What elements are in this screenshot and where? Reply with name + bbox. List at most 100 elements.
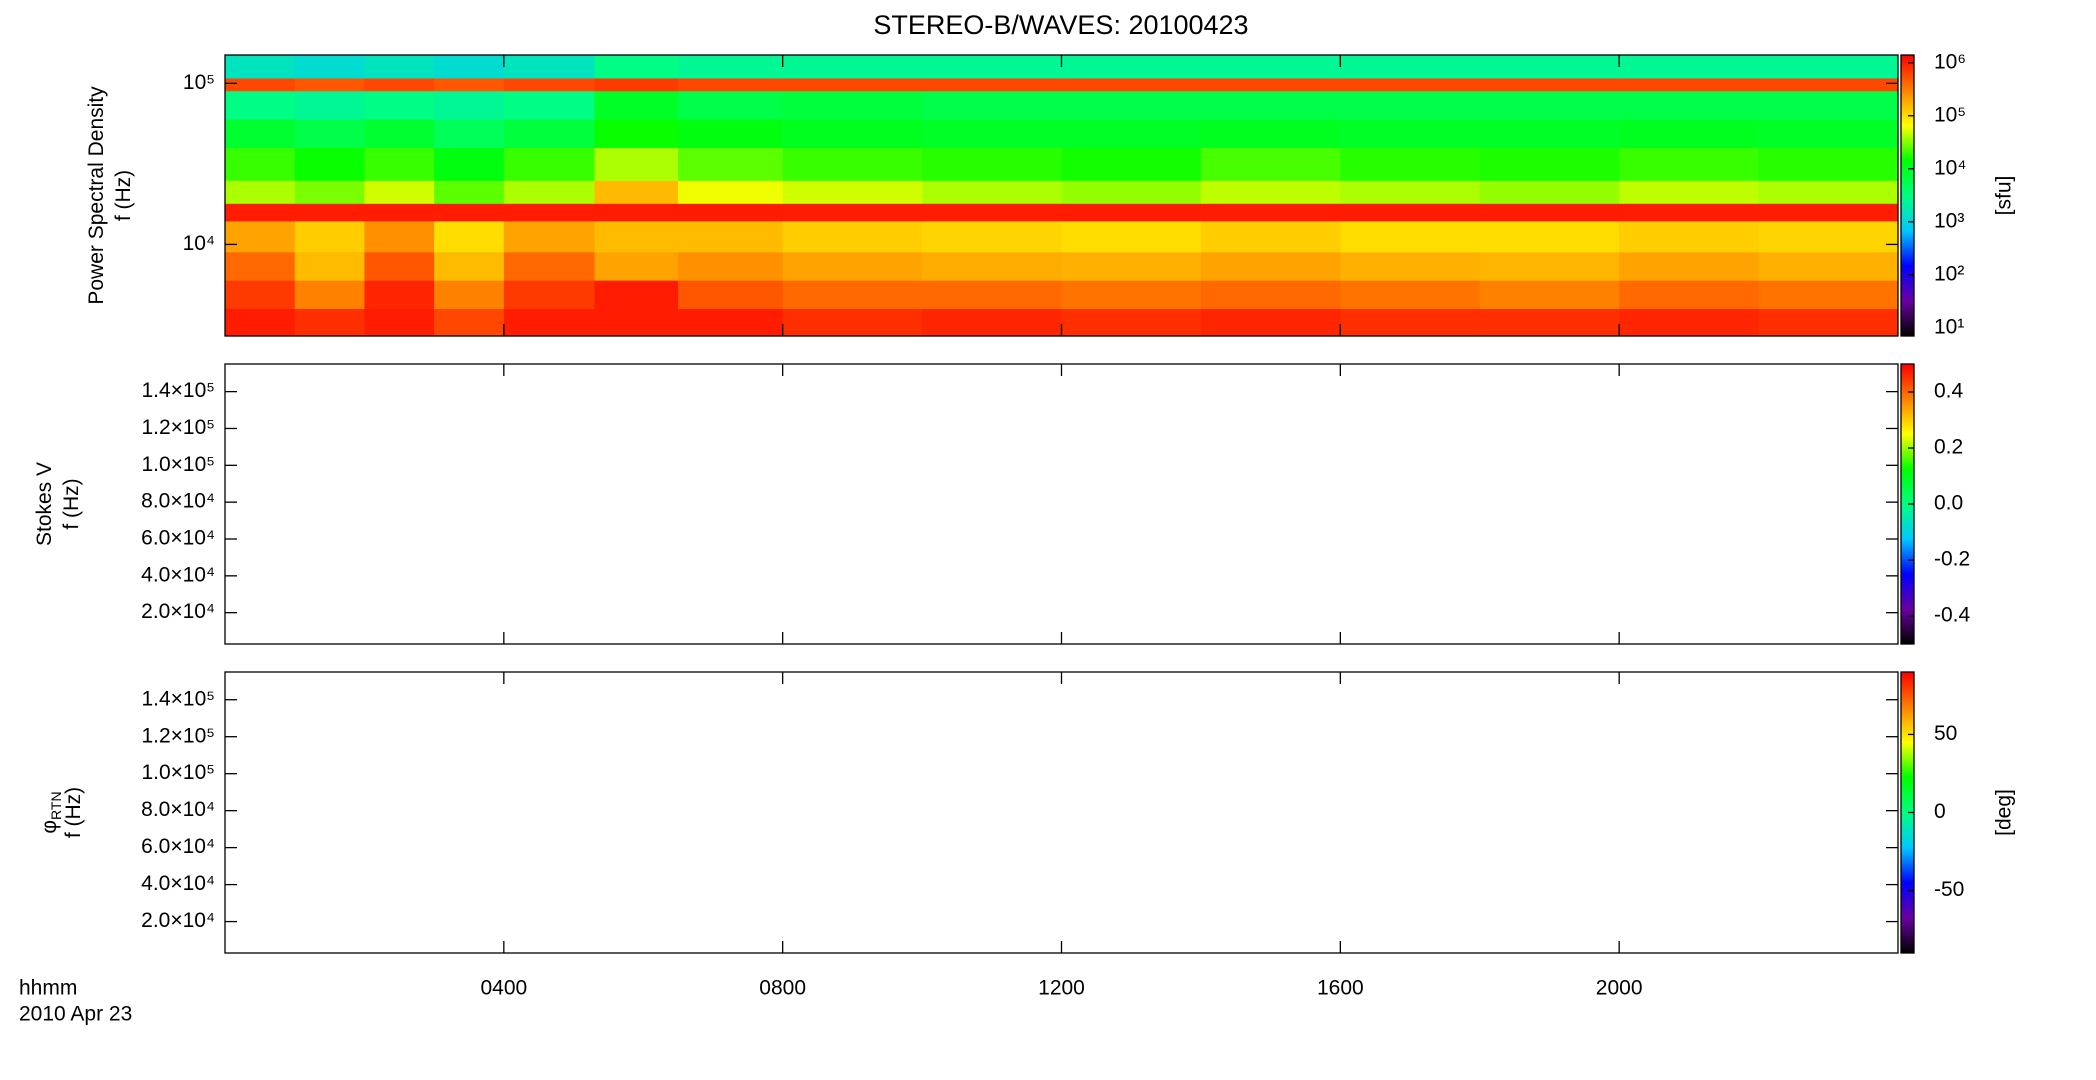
spectrogram-cell — [782, 77, 923, 92]
spectrogram-cell — [294, 308, 365, 337]
spectrogram-cell — [594, 203, 679, 222]
spectrogram-cell — [225, 220, 296, 253]
spectrogram-cell — [503, 77, 595, 92]
spectrogram-cell — [364, 280, 435, 310]
spectrogram-cell — [1758, 203, 1899, 222]
x-tick-label: 0800 — [759, 977, 806, 1000]
spectrogram-cell — [1479, 180, 1620, 204]
spectrogram-cell — [1200, 180, 1341, 204]
spectrogram-cell — [678, 77, 784, 92]
colorbar-tick-label: 50 — [1934, 722, 1957, 745]
colorbar-tick-label: 0.0 — [1934, 492, 1963, 515]
x-tick-label: 1600 — [1317, 977, 1364, 1000]
spectrogram-cell — [434, 90, 505, 120]
spectrogram-cell — [294, 203, 365, 222]
spectrogram-cell — [1340, 220, 1481, 253]
spectrogram-cell — [1340, 280, 1481, 310]
y-axis-label-text: φRTN — [38, 791, 64, 833]
spectrogram-cell — [503, 55, 595, 79]
spectrogram-cell — [1619, 280, 1760, 310]
spectrogram-cell — [1479, 147, 1620, 181]
colorbar — [1901, 364, 1914, 644]
spectrogram-cell — [678, 280, 784, 310]
colorbar-frame — [1900, 54, 1915, 337]
spectrogram-cell — [294, 90, 365, 120]
spectrogram-cell — [434, 180, 505, 204]
spectrogram-cell — [503, 220, 595, 253]
colorbar — [1901, 55, 1914, 336]
chart-title: STEREO-B/WAVES: 20100423 — [873, 10, 1248, 40]
x-tick-label: 2000 — [1596, 977, 1643, 1000]
spectrogram-cell — [1061, 147, 1202, 181]
colorbar-tick-label: 10³ — [1934, 209, 1964, 232]
spectrogram-cell — [594, 55, 679, 79]
spectrogram-cell — [1758, 147, 1899, 181]
spectrogram-cell — [1479, 119, 1620, 148]
plot-frame — [224, 671, 1899, 954]
spectrogram-cell — [1758, 90, 1899, 120]
y-tick-label: 10⁴ — [183, 232, 215, 255]
y-axis-label-part: φ — [38, 820, 61, 834]
spectrogram-cell — [922, 251, 1062, 281]
spectrogram-cell — [503, 147, 595, 181]
spectrogram-cell — [594, 280, 679, 310]
spectrogram-cell — [782, 280, 923, 310]
spectrogram-cell — [364, 90, 435, 120]
spectrogram-cell — [922, 90, 1062, 120]
spectrogram-cell — [678, 203, 784, 222]
colorbar — [1901, 672, 1914, 953]
spectrogram-cell — [594, 308, 679, 337]
spectrogram-cell — [364, 77, 435, 92]
y-axis-label-part: Power Spectral Density — [85, 86, 108, 305]
spectrogram-cell — [364, 119, 435, 148]
spectrogram-cell — [922, 180, 1062, 204]
spectrogram-cell — [225, 119, 296, 148]
spectrogram-cell — [922, 280, 1062, 310]
spectrogram-cell — [1479, 308, 1620, 337]
y-axis-label-text: f (Hz) — [112, 170, 135, 221]
spectrogram-cell — [1061, 180, 1202, 204]
y-tick-label: 4.0×10⁴ — [141, 872, 215, 895]
spectrogram-cell — [503, 251, 595, 281]
y-axis-label: Stokes V — [33, 462, 56, 546]
spectrogram-cell — [294, 55, 365, 79]
y-tick-label: 1.2×10⁵ — [141, 724, 215, 747]
spectrogram-cell — [434, 147, 505, 181]
spectrogram-cell — [1619, 90, 1760, 120]
spectrogram-cell — [922, 119, 1062, 148]
spectrogram-cell — [1619, 180, 1760, 204]
spectrogram-cell — [1061, 119, 1202, 148]
spectrogram-cell — [1619, 203, 1760, 222]
spectrogram-cell — [1061, 280, 1202, 310]
spectrogram-cell — [364, 308, 435, 337]
spectrogram-cell — [782, 180, 923, 204]
spectrogram-cell — [434, 308, 505, 337]
y-tick-label: 1.4×10⁵ — [141, 687, 215, 710]
colorbar-tick-label: -0.2 — [1934, 548, 1970, 571]
spectrogram-cell — [1340, 119, 1481, 148]
y-tick-label: 2.0×10⁴ — [141, 909, 215, 932]
spectrogram-cell — [503, 308, 595, 337]
colorbar-tick-label: 10⁶ — [1934, 50, 1966, 73]
y-tick-label: 8.0×10⁴ — [141, 490, 215, 513]
spectrogram-cell — [503, 119, 595, 148]
spectrogram-cell — [1340, 90, 1481, 120]
colorbar-tick-label: 0.2 — [1934, 436, 1963, 459]
spectrogram-cell — [594, 147, 679, 181]
spectrogram-cell — [1340, 180, 1481, 204]
spectrogram-cell — [1479, 251, 1620, 281]
y-tick-label: 1.0×10⁵ — [141, 453, 215, 476]
y-axis-label-text: Stokes V — [33, 462, 56, 546]
colorbar-label: [deg] — [1993, 789, 2016, 836]
y-axis-label-text: Power Spectral Density — [85, 86, 108, 305]
y-axis-label: f (Hz) — [62, 787, 85, 838]
spectrogram-cell — [503, 203, 595, 222]
spectrogram-cell — [294, 280, 365, 310]
y-axis-label-part: f (Hz) — [112, 170, 135, 221]
spectrogram-cell — [922, 220, 1062, 253]
spectrogram-cell — [594, 180, 679, 204]
spectrogram-cell — [1619, 77, 1760, 92]
spectrogram-cell — [1758, 119, 1899, 148]
colorbar-tick-label: 10² — [1934, 262, 1964, 285]
spectrogram-cell — [1619, 308, 1760, 337]
